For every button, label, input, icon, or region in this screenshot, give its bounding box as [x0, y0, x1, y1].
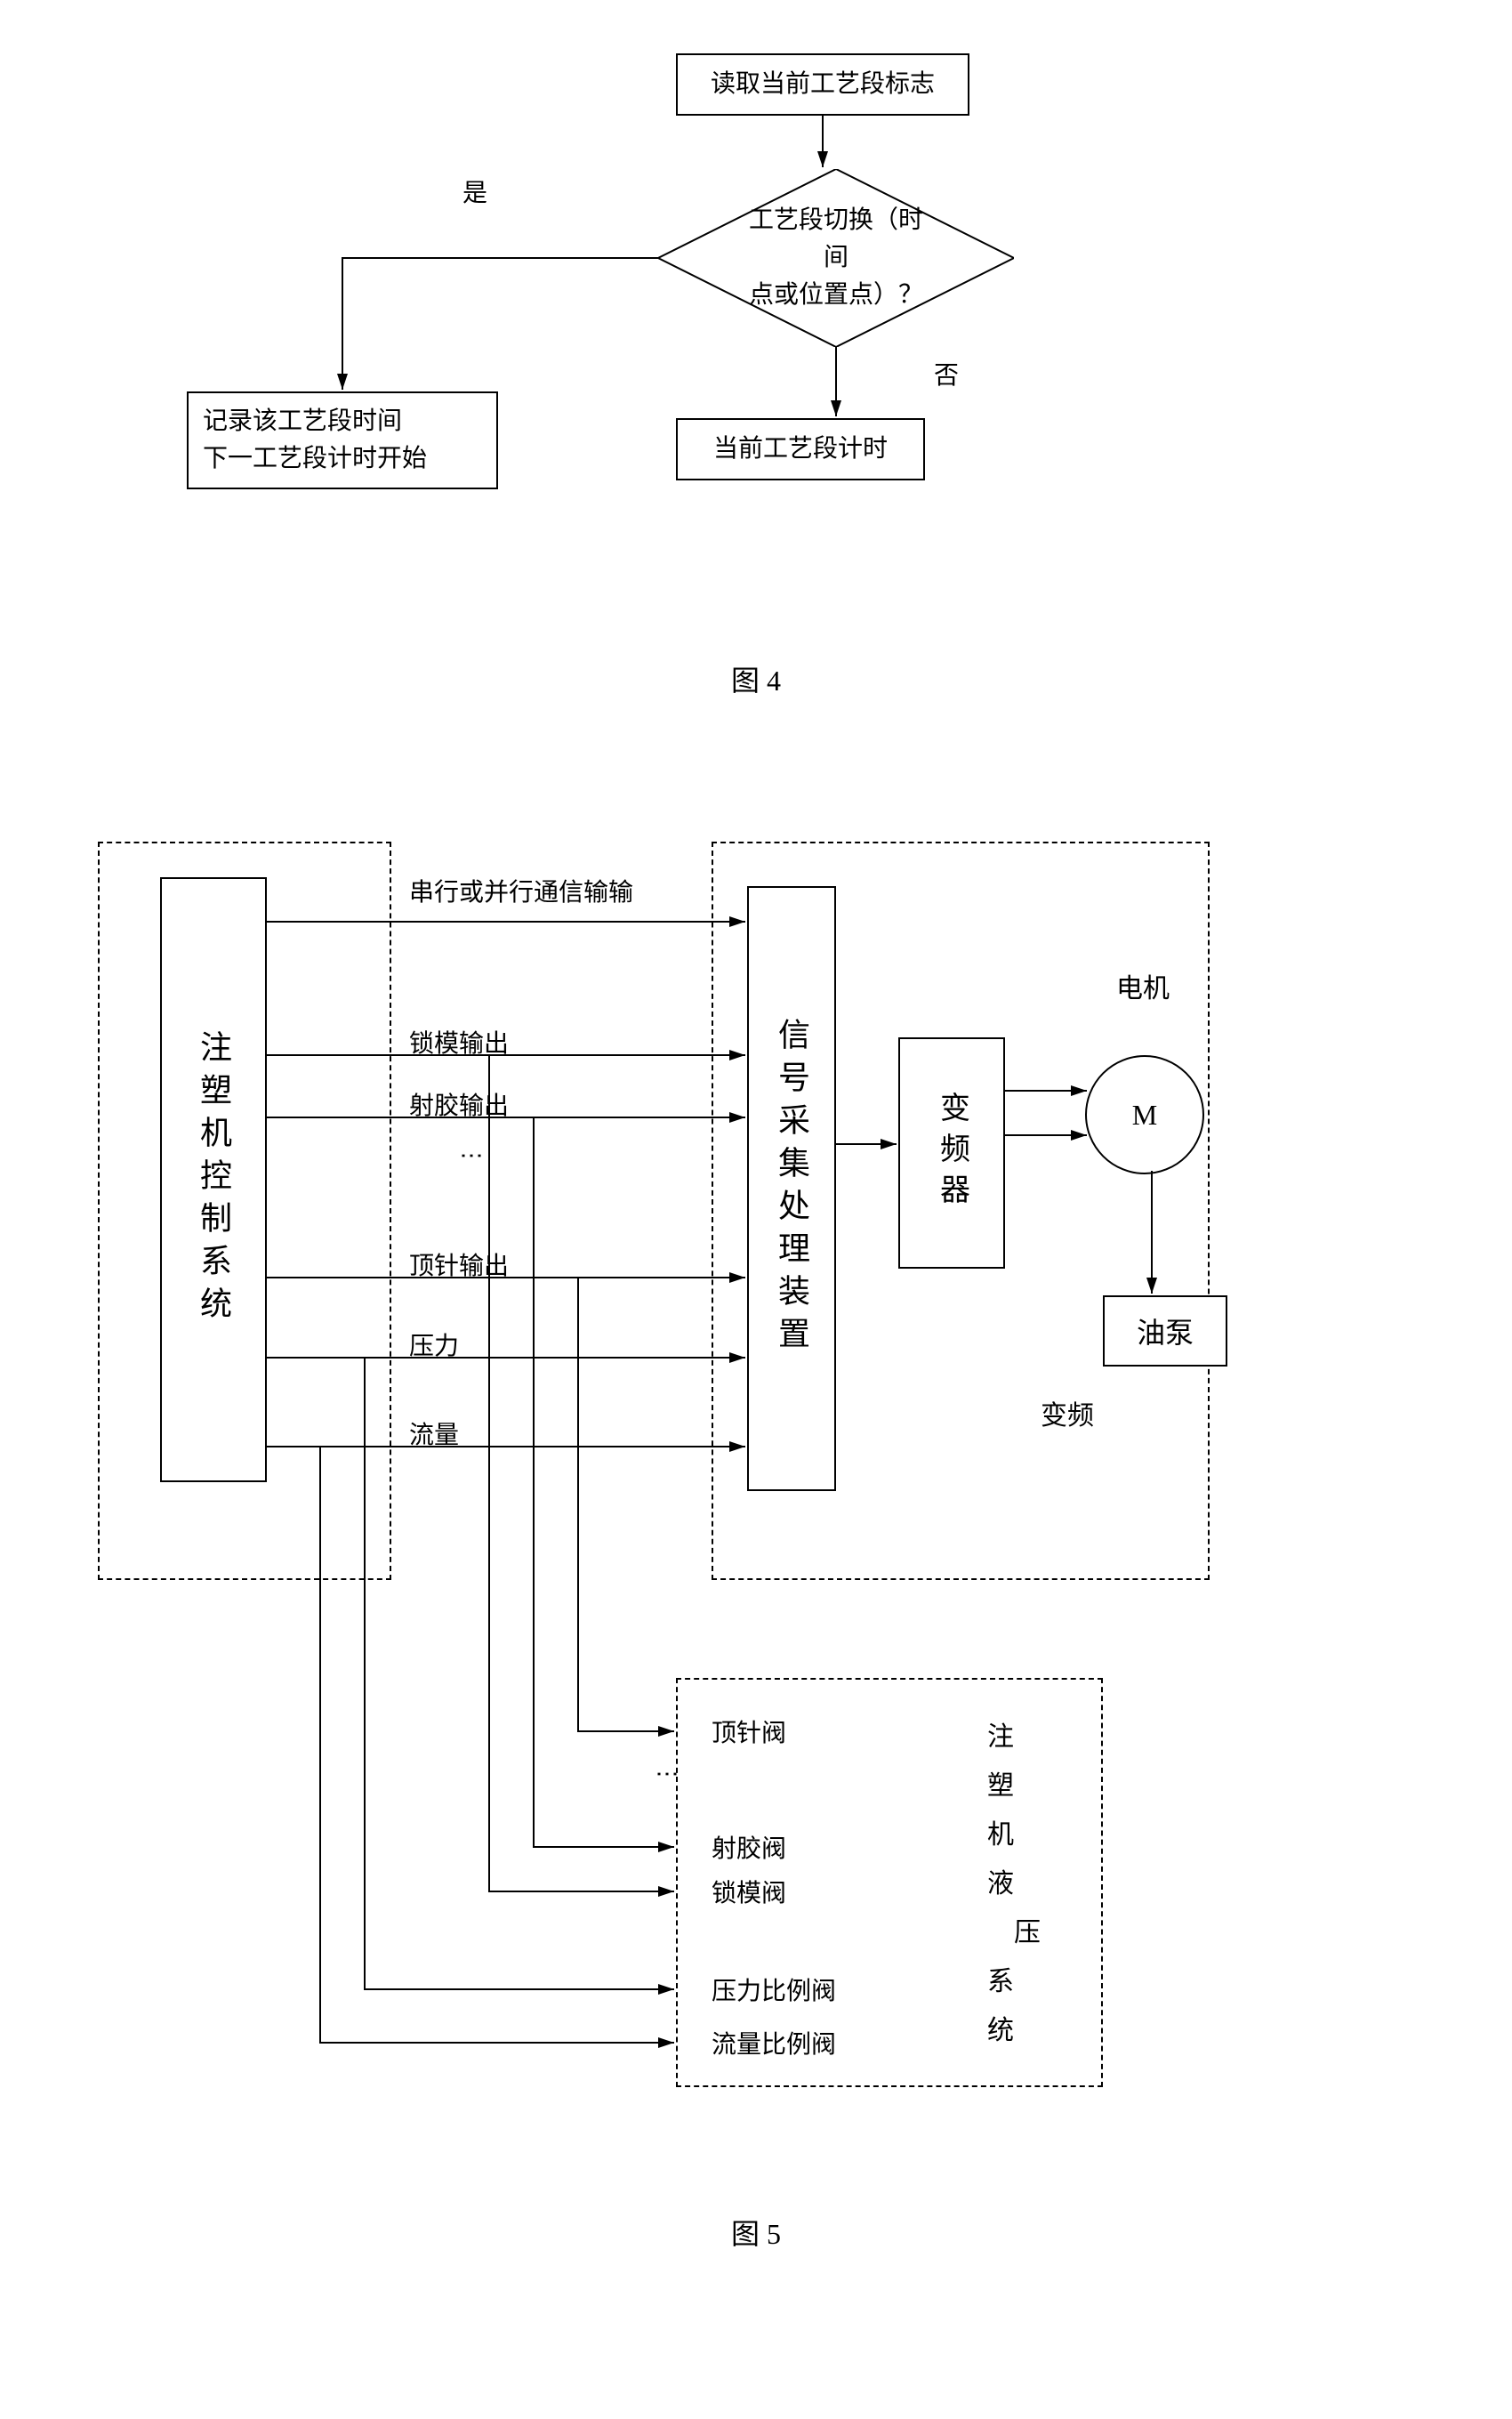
sig-pressure: 压力	[409, 1326, 459, 1362]
node-current-timing: 当前工艺段计时	[676, 418, 925, 480]
block-signal-device: 信号采集处理装置	[747, 886, 836, 1491]
fig4-caption: 图 4	[36, 658, 1476, 699]
record-line1: 记录该工艺段时间	[203, 407, 402, 435]
block-motor: M	[1085, 1055, 1204, 1174]
vfd-group-label: 变频	[1041, 1393, 1094, 1432]
sig-ejector: 顶针输出	[409, 1246, 509, 1282]
figure-4-flowchart: 读取当前工艺段标志 工艺段切换（时间 点或位置点）？ 是 否 记录该工艺段时间 …	[36, 36, 1476, 587]
valve-pressure-prop: 压力比例阀	[712, 1971, 836, 2007]
block-control-system: 注塑机控制系统	[160, 877, 267, 1482]
ellipsis-icon-2: ⋮	[654, 1762, 680, 1786]
node-record: 记录该工艺段时间 下一工艺段计时开始	[187, 391, 498, 489]
valve-injection: 射胶阀	[712, 1829, 786, 1865]
motor-symbol: M	[1132, 1099, 1157, 1132]
sig-lock: 锁模输出	[409, 1024, 509, 1060]
fig5-caption: 图 5	[36, 2212, 1476, 2253]
label-no: 否	[934, 356, 959, 391]
decision-text-line2: 点或位置点）？	[749, 281, 923, 309]
valve-lock: 锁模阀	[712, 1874, 786, 1909]
sig-injection: 射胶输出	[409, 1086, 509, 1122]
block-inverter: 变频器	[898, 1037, 1005, 1269]
signal-device-label: 信号采集处理装置	[749, 888, 834, 1489]
control-system-label: 注塑机控制系统	[162, 879, 265, 1480]
label-yes: 是	[462, 173, 487, 209]
ellipsis-icon-1: ⋮	[458, 1144, 485, 1167]
pump-label: 油泵	[1137, 1310, 1194, 1351]
valve-ejector: 顶针阀	[712, 1713, 786, 1749]
record-line2: 下一工艺段计时开始	[203, 445, 427, 472]
block-oil-pump: 油泵	[1103, 1295, 1227, 1367]
inverter-label: 变频器	[900, 1039, 1003, 1267]
decision-text-line1: 工艺段切换（时间	[749, 206, 923, 271]
figure-5-block-diagram: 注塑机控制系统 信号采集处理装置 变频器 变频 电机 M 油泵 顶针阀 射胶阀 …	[36, 788, 1476, 2141]
node-decision: 工艺段切换（时间 点或位置点）？	[658, 169, 1014, 347]
node-read-flag: 读取当前工艺段标志	[676, 53, 969, 116]
sig-flow: 流量	[409, 1415, 459, 1451]
valve-flow-prop: 流量比例阀	[712, 2025, 836, 2060]
motor-label: 电机	[1116, 966, 1170, 1005]
sig-comm: 串行或并行通信输输	[409, 873, 633, 908]
